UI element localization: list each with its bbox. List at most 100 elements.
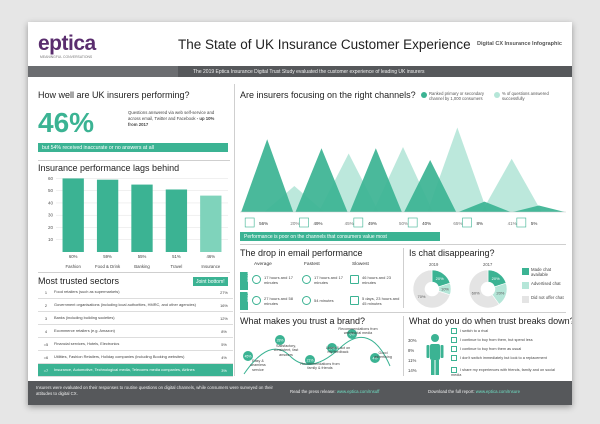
chat-legend-swatch-none xyxy=(522,296,529,303)
chat-legend-swatch-advertised xyxy=(522,282,529,289)
table-row: =5 Financial services, Hotels, Electronic… xyxy=(38,338,233,351)
trust-item-1: Satisfactory, consistent, fast answers xyxy=(273,344,299,357)
consumer-peak xyxy=(512,205,565,212)
trust-bubble-chart: 45% 28% 4% 6% 10% 21% xyxy=(243,329,391,375)
answered-value-label: 65% xyxy=(453,221,462,226)
answered-value-label: 45% xyxy=(345,221,354,226)
subtitle-text: The 2019 Eptica Insurance Digital Trust … xyxy=(193,68,425,75)
clock-icon xyxy=(252,296,261,305)
legend-answered: % of questions answered successfully xyxy=(502,91,549,102)
trust-bubble xyxy=(327,343,337,353)
press-release-link[interactable]: www.eptica.com/Insuff xyxy=(336,389,380,394)
section-title-breaks: What do you do when trust breaks down? xyxy=(409,316,572,326)
trust-percentage: 28% xyxy=(277,338,284,342)
logo-tagline: MEANINGFUL CONVERSATIONS xyxy=(40,55,93,59)
breaks-item-4: I share my experiences with friends, fam… xyxy=(451,367,559,379)
footer-press-label: Read the press release: xyxy=(290,389,337,394)
breaks-pct-3: 14% xyxy=(408,368,417,373)
bar-insurance xyxy=(200,195,222,252)
bar-banking xyxy=(131,184,153,252)
eptica-logo: eptica MEANINGFUL CONVERSATIONS xyxy=(38,32,128,62)
answered-peak xyxy=(481,158,542,212)
performance-description-text: Questions answered via web self-service … xyxy=(128,110,215,121)
section-divider xyxy=(240,312,566,313)
bar-value-label: 51% xyxy=(172,254,181,259)
pie-label: 20% xyxy=(436,276,444,281)
bar-food-drink xyxy=(96,179,119,252)
trust-percentage: 45% xyxy=(245,354,252,358)
breaks-item-4-label: I share my experiences with friends, fam… xyxy=(451,368,555,377)
year-tag-2019: 2019 xyxy=(240,272,251,290)
person-icon xyxy=(426,334,444,375)
category-label: Fashion xyxy=(66,264,82,269)
trust-bubble xyxy=(305,355,315,365)
subtitle-bar: The 2019 Eptica Insurance Digital Trust … xyxy=(28,66,572,77)
footer-methodology: Insurers were evaluated on their respons… xyxy=(36,385,273,396)
infographic-tag: Digital CX Insurance Infographic xyxy=(477,41,562,47)
chat-legend-swatch-made xyxy=(522,268,529,275)
category-label: Food & Drink xyxy=(95,264,121,269)
category-label: Travel xyxy=(171,264,183,269)
clock-icon xyxy=(302,296,311,305)
section-title-email: The drop in email performance xyxy=(240,248,363,258)
section-divider xyxy=(38,272,230,273)
sector-rank: 3 xyxy=(44,315,48,321)
breaks-item-2-label: I continue to buy from them as usual xyxy=(460,347,522,351)
footer-press: Read the press release: www.eptica.com/I… xyxy=(290,389,380,394)
category-label: Banking xyxy=(134,264,150,269)
table-row: =6 Utilities, Fashion Retailers, Holiday … xyxy=(38,351,233,364)
sector-performance-chart: 60 50 40 30 20 10 60% Fashion 59% Food & Drink 55%… xyxy=(48,176,228,269)
chat-legend-none: Did not offer chat xyxy=(531,295,564,300)
legend-swatch-consumers xyxy=(421,92,427,98)
section-title-sectors: Most trusted sectors xyxy=(38,276,120,286)
section-title-lags: Insurance performance lags behind xyxy=(38,163,180,173)
consumer-peak xyxy=(349,148,402,212)
full-report-link[interactable]: www.eptica.com/Insure xyxy=(475,389,520,394)
facebook-icon xyxy=(462,217,472,228)
consumer-peak xyxy=(241,139,294,212)
pie-slice-2019 xyxy=(412,269,451,309)
y-tick-label: 20 xyxy=(48,225,54,230)
sector-percentage: 3% xyxy=(221,367,227,373)
email-2017-average: 27 hours and 58 minutes xyxy=(264,296,293,306)
page-title: The State of UK Insurance Customer Exper… xyxy=(178,37,471,52)
trust-item-4: Listen & act on my feedback xyxy=(325,346,351,355)
infographic-poster: eptica MEANINGFUL CONVERSATIONS The Stat… xyxy=(28,22,572,405)
sector-name: Financial services, Hotels, Electronics xyxy=(54,340,120,346)
email-icon xyxy=(353,217,364,228)
breaks-item-1: I continue to buy from them, but spend l… xyxy=(451,337,559,346)
sector-percentage: 8% xyxy=(221,328,227,334)
breaks-item-2: I continue to buy from them as usual xyxy=(451,346,559,355)
sector-percentage: 16% xyxy=(220,302,228,308)
table-row: 1 Food retailers (such as supermarkets) 27… xyxy=(38,286,233,299)
footer: Insurers were evaluated on their respons… xyxy=(28,381,572,405)
sector-name: Food retailers (such as supermarkets) xyxy=(54,288,120,294)
column-divider xyxy=(234,84,235,376)
checkbox-icon xyxy=(451,346,457,352)
trust-bubble xyxy=(243,351,253,361)
section-title-channels: Are insurers focusing on the right chann… xyxy=(240,90,416,100)
breaks-item-1-label: I continue to buy from them, but spend l… xyxy=(460,338,533,342)
clock-icon xyxy=(302,275,311,284)
trust-percentage: 6% xyxy=(350,332,355,336)
sector-percentage: 27% xyxy=(220,289,228,295)
bar-value-label: 59% xyxy=(103,254,112,259)
trust-item-3: Recommendations from web/social media xyxy=(338,327,378,336)
table-row: =7 Insurance, Automotive, Technological m… xyxy=(38,364,233,377)
trust-item-5: Recommendations from family & friends xyxy=(300,362,340,371)
performance-description-change: - up 10% from 2017 xyxy=(128,115,215,127)
sector-rank: 1 xyxy=(44,289,48,295)
phone-icon xyxy=(244,217,255,228)
section-divider xyxy=(240,244,566,245)
y-tick-label: 40 xyxy=(48,200,54,205)
footer-report-label: Download the full report: xyxy=(428,389,476,394)
email-2017-slowest: 5 days, 23 hours and 45 minutes xyxy=(362,296,400,306)
calendar-icon xyxy=(350,275,359,284)
section-title-chat: Is chat disappearing? xyxy=(409,248,495,258)
y-tick-label: 30 xyxy=(48,213,54,218)
email-col-fastest: Fastest xyxy=(304,262,320,267)
email-2019-slowest: 46 hours and 23 minutes xyxy=(362,275,391,285)
answered-value-label: 41% xyxy=(508,221,517,226)
pie-label: 20% xyxy=(492,276,500,281)
y-tick-label: 10 xyxy=(48,237,54,242)
